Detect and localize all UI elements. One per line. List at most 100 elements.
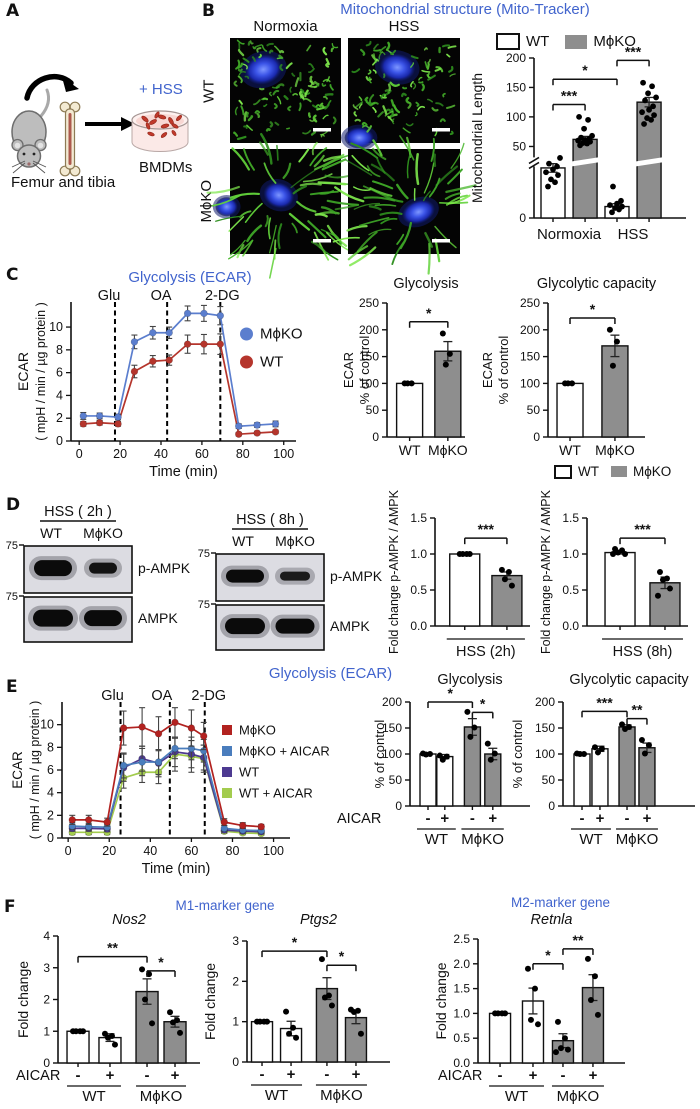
svg-text:% of control: % of control — [510, 720, 525, 789]
svg-text:***: *** — [634, 521, 651, 537]
svg-text:150: 150 — [382, 721, 402, 735]
svg-text:200: 200 — [506, 51, 526, 65]
svg-text:MϕKO: MϕKO — [140, 1088, 183, 1105]
svg-text:150: 150 — [506, 80, 526, 94]
svg-text:1: 1 — [232, 1015, 239, 1029]
svg-text:50: 50 — [513, 139, 527, 153]
svg-text:Glycolysis: Glycolysis — [437, 672, 502, 688]
svg-text:( mpH / min / µg protein ): ( mpH / min / µg protein ) — [34, 302, 48, 441]
svg-text:8: 8 — [47, 740, 54, 754]
legend-item-wt: WT — [554, 464, 599, 479]
legend-label-mko: MϕKO — [633, 464, 672, 479]
row-label-mko: MϕKO — [198, 179, 216, 223]
svg-text:1.0: 1.0 — [562, 547, 579, 561]
svg-text:20: 20 — [113, 447, 127, 461]
svg-text:WT: WT — [425, 831, 448, 848]
svg-text:**: ** — [573, 932, 584, 948]
svg-text:0.5: 0.5 — [410, 583, 427, 597]
svg-text:MϕKO: MϕKO — [461, 831, 504, 848]
svg-text:250: 250 — [359, 296, 379, 310]
svg-text:Fold change: Fold change — [202, 963, 218, 1040]
mouse-icon — [11, 88, 50, 174]
svg-text:+: + — [589, 1067, 598, 1084]
m1-marker-title: M1-marker gene — [175, 898, 275, 913]
col-label-normoxia: Normoxia — [253, 18, 318, 35]
svg-text:2: 2 — [56, 411, 63, 425]
svg-text:2: 2 — [232, 974, 239, 988]
panel-e-letter: E — [6, 677, 18, 697]
svg-text:% of control: % of control — [496, 336, 511, 405]
svg-text:1.0: 1.0 — [410, 547, 427, 561]
col-label-hss: HSS — [388, 18, 420, 35]
svg-text:***: *** — [478, 521, 495, 537]
svg-text:**: ** — [632, 702, 643, 718]
bmdms-label: BMDMs — [139, 159, 193, 176]
svg-text:MϕKO: MϕKO — [595, 442, 635, 458]
svg-text:WT: WT — [260, 354, 283, 371]
svg-text:WT + AICAR: WT + AICAR — [239, 786, 313, 801]
svg-text:75: 75 — [6, 540, 18, 552]
straight-arrow-icon — [85, 117, 135, 131]
svg-text:Fold change: Fold change — [15, 961, 31, 1038]
svg-text:Fold change p-AMPK / AMPK: Fold change p-AMPK / AMPK — [387, 489, 401, 654]
panel-c-title: Glycolysis (ECAR) — [128, 269, 252, 286]
svg-text:10: 10 — [49, 320, 63, 334]
svg-text:60: 60 — [184, 844, 198, 858]
svg-text:*: * — [545, 947, 551, 963]
svg-text:100: 100 — [359, 376, 379, 390]
svg-text:Glu: Glu — [98, 288, 121, 304]
svg-text:0.0: 0.0 — [562, 619, 579, 633]
svg-text:60: 60 — [195, 447, 209, 461]
pampk-8h-bar-chart: 0.0 0.5 1.0 1.5 *** Fold change p-AMPK / AMPK… — [539, 489, 688, 660]
panel-e-title: Glycolysis (ECAR) — [268, 665, 393, 682]
svg-text:WT: WT — [579, 831, 602, 848]
bone-icon — [59, 101, 81, 177]
svg-text:Time (min): Time (min) — [142, 861, 211, 877]
svg-text:-: - — [470, 810, 475, 827]
svg-text:HSS ( 8h ): HSS ( 8h ) — [236, 512, 304, 528]
svg-text:0: 0 — [65, 844, 72, 858]
svg-text:0: 0 — [56, 434, 63, 448]
svg-text:75: 75 — [198, 548, 210, 560]
svg-text:4: 4 — [56, 388, 63, 402]
panel-d-letter: D — [6, 495, 21, 515]
svg-text:2.5: 2.5 — [453, 932, 470, 946]
svg-text:% of control: % of control — [357, 336, 372, 405]
curved-arrow-icon — [24, 73, 79, 101]
svg-text:-: - — [426, 810, 431, 827]
svg-text:***: *** — [625, 43, 642, 59]
svg-text:75: 75 — [6, 591, 18, 603]
panel-b-title: Mitochondrial structure (Mito-Tracker) — [340, 1, 590, 18]
svg-text:MϕKO: MϕKO — [239, 723, 276, 738]
glycolytic-capacity-bar-chart-c: 0 50 100 150 200 250 * Glycolytic capacity ECAR%… — [480, 276, 657, 458]
svg-text:40: 40 — [154, 447, 168, 461]
svg-text:0: 0 — [395, 799, 402, 813]
svg-text:200: 200 — [520, 323, 540, 337]
svg-text:Mitochondrial Length: Mitochondrial Length — [469, 73, 485, 203]
svg-text:Fold change: Fold change — [433, 962, 449, 1039]
svg-text:+: + — [488, 810, 497, 827]
pampk-legend: WT MϕKO — [554, 464, 671, 479]
svg-text:ECAR: ECAR — [341, 352, 356, 388]
svg-text:Time (min): Time (min) — [149, 464, 218, 480]
svg-text:Fold change p-AMPK / AMPK: Fold change p-AMPK / AMPK — [539, 489, 553, 654]
svg-text:-: - — [324, 1066, 329, 1083]
mko-swatch — [565, 34, 588, 49]
svg-text:150: 150 — [535, 721, 555, 735]
mko-swatch — [611, 466, 627, 477]
svg-text:Normoxia: Normoxia — [537, 226, 602, 243]
svg-text:*: * — [158, 954, 164, 970]
svg-text:Glycolytic capacity: Glycolytic capacity — [537, 276, 657, 292]
glycolysis-bar-chart-c: 0 50 100 150 200 250 * Glycolysis ECAR% of contr… — [341, 276, 468, 458]
svg-text:***: *** — [561, 88, 578, 104]
svg-text:MϕKO: MϕKO — [83, 525, 123, 541]
micrograph-mko-hss — [326, 135, 477, 275]
svg-text:0: 0 — [519, 211, 526, 225]
svg-text:1.5: 1.5 — [562, 511, 579, 525]
m2-marker-title: M2-marker gene — [510, 895, 611, 910]
svg-text:ECAR: ECAR — [480, 352, 495, 388]
svg-text:200: 200 — [535, 695, 555, 709]
svg-text:2: 2 — [43, 993, 50, 1007]
